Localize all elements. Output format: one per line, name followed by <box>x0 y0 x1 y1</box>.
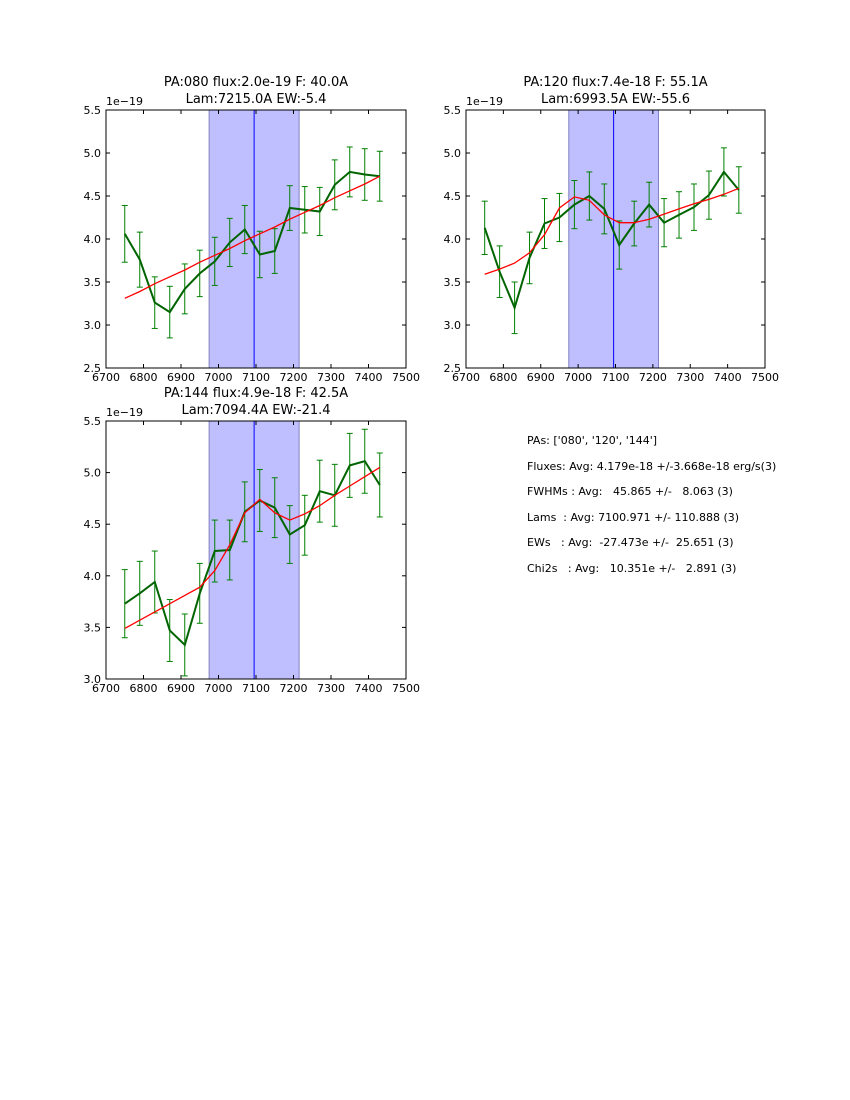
y-tick-label: 5.5 <box>84 104 102 117</box>
y-tick-label: 3.5 <box>84 276 102 289</box>
y-tick-label: 3.5 <box>84 621 102 634</box>
stats-fluxes: Fluxes: Avg: 4.179e-18 +/-3.668e-18 erg/… <box>527 459 777 473</box>
subplot-3: PA:144 flux:4.9e-18 F: 42.5A Lam:7094.4A … <box>84 386 421 695</box>
y-tick-label: 5.0 <box>84 147 102 160</box>
x-tick-label: 6800 <box>130 371 158 384</box>
x-tick-label: 6900 <box>167 682 195 695</box>
y-tick-label: 3.0 <box>84 319 102 332</box>
x-tick-label: 7300 <box>676 371 704 384</box>
y-tick-label: 4.5 <box>444 190 462 203</box>
stats-pas: PAs: ['080', '120', '144'] <box>527 434 658 447</box>
series-fit <box>484 187 740 275</box>
y-tick-label: 5.0 <box>444 147 462 160</box>
x-tick-label: 7100 <box>602 371 630 384</box>
y-tick-label: 4.5 <box>84 518 102 531</box>
stats-chi2s: Chi2s : Avg: 10.351e +/- 2.891 (3) <box>527 561 737 575</box>
stats-fwhms: FWHMs : Avg: 45.865 +/- 8.063 (3) <box>527 485 733 499</box>
series-fit <box>124 466 381 629</box>
y-tick-label: 2.5 <box>84 362 102 375</box>
x-tick-label: 7300 <box>317 682 345 695</box>
error-bar <box>735 166 742 214</box>
summary-stats: PAs: ['080', '120', '144'] Fluxes: Avg: … <box>527 434 776 588</box>
series-fit <box>124 175 381 299</box>
y-tick-label: 2.5 <box>444 362 462 375</box>
x-tick-label: 6800 <box>130 682 158 695</box>
stats-ews: EWs : Avg: -27.473e +/- 25.651 (3) <box>527 536 734 550</box>
x-tick-label: 7300 <box>317 371 345 384</box>
x-tick-label: 7100 <box>242 371 270 384</box>
y-offset-label: 1e−19 <box>466 95 503 108</box>
subplot-2: PA:120 flux:7.4e-18 F: 55.1A Lam:6993.5A … <box>444 75 780 384</box>
x-tick-label: 6900 <box>527 371 555 384</box>
stats-lams: Lams : Avg: 7100.971 +/- 110.888 (3) <box>527 510 740 524</box>
x-tick-label: 6900 <box>167 371 195 384</box>
y-tick-label: 4.0 <box>84 233 102 246</box>
subplot-1: PA:080 flux:2.0e-19 F: 40.0A Lam:7215.0A … <box>84 75 421 384</box>
x-tick-label: 7100 <box>242 682 270 695</box>
x-tick-label: 7400 <box>355 371 383 384</box>
x-tick-label: 7500 <box>751 371 779 384</box>
y-tick-label: 3.0 <box>84 673 102 686</box>
title-line-2: Lam:6993.5A EW:-55.6 <box>541 92 690 107</box>
y-tick-label: 4.0 <box>84 570 102 583</box>
title-line-1: PA:080 flux:2.0e-19 F: 40.0A <box>164 75 348 90</box>
x-tick-label: 7500 <box>392 371 420 384</box>
series-data <box>483 170 740 311</box>
title-line-1: PA:120 flux:7.4e-18 F: 55.1A <box>523 75 707 90</box>
x-tick-label: 6700 <box>452 371 480 384</box>
series-data <box>123 170 380 314</box>
error-bar <box>121 569 128 639</box>
x-tick-label: 7000 <box>205 371 233 384</box>
x-tick-label: 7000 <box>564 371 592 384</box>
x-tick-label: 7400 <box>714 371 742 384</box>
x-tick-label: 7200 <box>639 371 667 384</box>
title-line-2: Lam:7215.0A EW:-5.4 <box>186 92 327 107</box>
y-tick-label: 4.5 <box>84 190 102 203</box>
x-tick-label: 7400 <box>355 682 383 695</box>
y-tick-label: 4.0 <box>444 233 462 246</box>
x-tick-label: 6700 <box>92 371 120 384</box>
title-line-2: Lam:7094.4A EW:-21.4 <box>181 403 330 418</box>
x-tick-label: 6800 <box>489 371 517 384</box>
y-offset-label: 1e−19 <box>106 95 143 108</box>
title-line-1: PA:144 flux:4.9e-18 F: 42.5A <box>164 386 348 401</box>
x-tick-label: 7500 <box>392 682 420 695</box>
x-tick-label: 7200 <box>280 371 308 384</box>
x-tick-label: 7200 <box>280 682 308 695</box>
y-tick-label: 5.5 <box>84 415 102 428</box>
x-tick-label: 6700 <box>92 682 120 695</box>
y-tick-label: 5.0 <box>84 467 102 480</box>
x-tick-label: 7000 <box>205 682 233 695</box>
y-tick-label: 3.0 <box>444 319 462 332</box>
y-offset-label: 1e−19 <box>106 406 143 419</box>
y-tick-label: 3.5 <box>444 276 462 289</box>
y-tick-label: 5.5 <box>444 104 462 117</box>
